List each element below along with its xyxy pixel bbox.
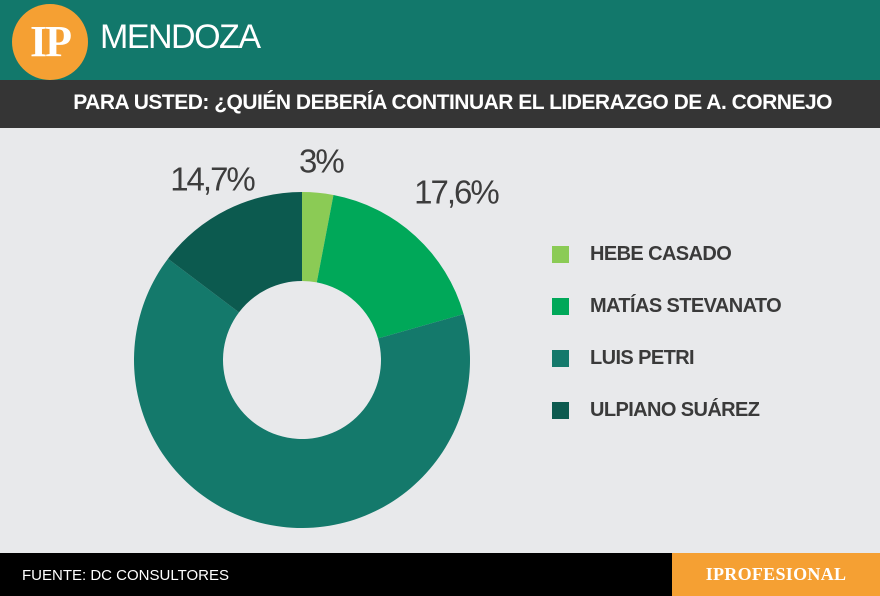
data-label: 17,6% [414, 173, 499, 210]
donut-slice [167, 192, 302, 313]
logo: IP [12, 4, 88, 80]
data-label: 3% [299, 142, 344, 179]
chart-title: PARA USTED: ¿QUIÉN DEBERÍA CONTINUAR EL … [73, 91, 832, 114]
header-bar: IP MENDOZA [0, 0, 880, 80]
region-label: MENDOZA [100, 18, 261, 56]
legend-swatch [552, 297, 569, 315]
data-label: 14,7% [170, 161, 255, 198]
legend-label: MATÍAS STEVANATO [590, 294, 782, 317]
donut-slice [302, 192, 334, 283]
brand-logo: IPROFESIONAL [672, 553, 880, 596]
legend-swatch [552, 349, 569, 367]
legend-item: ULPIANO SUÁREZ [552, 384, 781, 436]
source-label: FUENTE: DC CONSULTORES [22, 567, 229, 584]
legend-label: ULPIANO SUÁREZ [590, 398, 760, 421]
donut-chart: 3%17,6%64,7%14,7% [134, 142, 501, 529]
legend: HEBE CASADO MATÍAS STEVANATO LUIS PETRI ULP… [552, 228, 782, 436]
legend-swatch [552, 401, 569, 419]
legend-item: LUIS PETRI [552, 332, 781, 384]
legend-label: HEBE CASADO [590, 242, 732, 265]
donut-slice [316, 194, 464, 339]
legend-item: MATÍAS STEVANATO [552, 280, 782, 332]
legend-label: LUIS PETRI [590, 346, 695, 369]
legend-swatch [552, 245, 569, 263]
donut-slice [134, 258, 470, 529]
legend-item: HEBE CASADO [552, 228, 781, 280]
footer-bar: FUENTE: DC CONSULTORES IPROFESIONAL [0, 553, 880, 596]
title-bar: PARA USTED: ¿QUIÉN DEBERÍA CONTINUAR EL … [0, 80, 880, 128]
